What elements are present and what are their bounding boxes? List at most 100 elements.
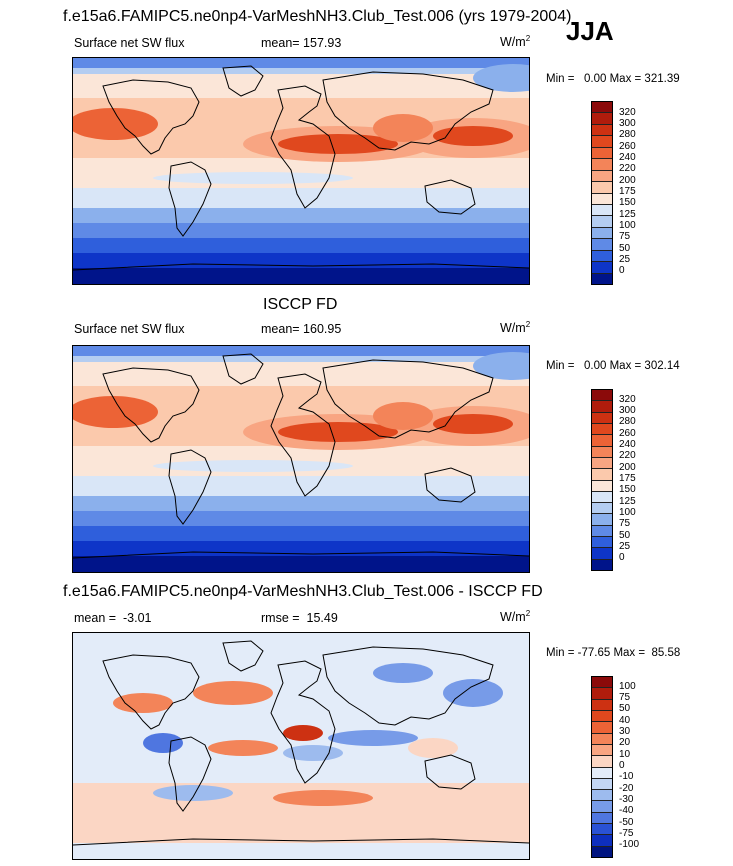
colorbar-swatch bbox=[592, 756, 612, 768]
latitude-band bbox=[73, 188, 529, 208]
colorbar-swatch bbox=[592, 699, 612, 711]
colorbar-level-label: 100 bbox=[619, 219, 636, 231]
latitude-band bbox=[73, 223, 529, 238]
colorbar-level-label: 150 bbox=[619, 197, 636, 209]
colorbar-swatch bbox=[592, 435, 612, 447]
colorbar-swatch bbox=[592, 227, 612, 240]
colorbar-swatch bbox=[592, 559, 612, 570]
colorbar-level-label: 0 bbox=[619, 265, 625, 277]
latitude-band bbox=[73, 346, 529, 356]
latitude-band bbox=[73, 526, 529, 541]
field-blob bbox=[433, 414, 513, 434]
colorbar-level-label: -30 bbox=[619, 793, 634, 805]
latitude-band bbox=[73, 556, 529, 572]
colorbar-level-label: -20 bbox=[619, 782, 634, 794]
colorbar-level-label: 280 bbox=[619, 416, 636, 428]
latitude-band bbox=[73, 268, 529, 284]
colorbar-level-label: 220 bbox=[619, 450, 636, 462]
coastline bbox=[424, 467, 476, 503]
field-blob bbox=[73, 108, 158, 140]
colorbar-level-label: 240 bbox=[619, 151, 636, 163]
colorbar-swatch bbox=[592, 812, 612, 825]
panel2-colorbar-labels: 320 300 280 260 240 220 200 175 150 125 100 75 50 25 0 bbox=[619, 394, 636, 564]
colorbar-level-label: 125 bbox=[619, 208, 636, 220]
colorbar-level-label: -10 bbox=[619, 771, 634, 783]
colorbar-level-label: 320 bbox=[619, 393, 636, 405]
colorbar-level-label: 125 bbox=[619, 495, 636, 507]
colorbar-level-label: 240 bbox=[619, 438, 636, 450]
colorbar-swatch bbox=[592, 401, 612, 413]
colorbar-level-label: -40 bbox=[619, 805, 634, 817]
panel3-title: f.e15a6.FAMIPC5.ne0np4-VarMeshNH3.Club_T… bbox=[63, 583, 543, 600]
colorbar-level-label: 0 bbox=[619, 759, 625, 771]
colorbar-swatch bbox=[592, 423, 612, 436]
coastline bbox=[102, 367, 200, 443]
colorbar-level-label: 0 bbox=[619, 552, 625, 564]
field-blob bbox=[473, 64, 529, 92]
field-blob bbox=[408, 738, 458, 758]
latitude-band bbox=[73, 238, 529, 253]
field-blob bbox=[328, 730, 418, 746]
colorbar-swatch bbox=[592, 722, 612, 734]
colorbar-swatch bbox=[592, 491, 612, 504]
field-blob bbox=[143, 733, 183, 753]
colorbar-level-label: 220 bbox=[619, 163, 636, 175]
latitude-band bbox=[73, 511, 529, 526]
colorbar-level-label: -75 bbox=[619, 827, 634, 839]
map-canvas bbox=[73, 346, 529, 572]
colorbar-level-label: 300 bbox=[619, 404, 636, 416]
field-blob bbox=[153, 172, 353, 184]
colorbar-swatch bbox=[592, 824, 612, 836]
colorbar-swatch bbox=[592, 537, 612, 549]
map-canvas bbox=[73, 58, 529, 284]
field-blob bbox=[373, 114, 433, 142]
latitude-band bbox=[73, 58, 529, 68]
colorbar-swatch bbox=[592, 846, 612, 857]
panel2-units-label: W/m2 bbox=[500, 320, 531, 336]
colorbar-level-label: 30 bbox=[619, 725, 631, 737]
colorbar-swatch bbox=[592, 767, 612, 779]
colorbar-swatch bbox=[592, 457, 612, 470]
colorbar-swatch bbox=[592, 514, 612, 526]
colorbar-level-label: -100 bbox=[619, 839, 640, 851]
colorbar-swatch bbox=[592, 273, 612, 284]
colorbar-swatch bbox=[592, 182, 612, 194]
colorbar-level-label: 280 bbox=[619, 129, 636, 141]
coastline bbox=[270, 373, 336, 497]
colorbar-swatch bbox=[592, 216, 612, 228]
colorbar-level-label: 175 bbox=[619, 472, 636, 484]
colorbar-swatch bbox=[592, 733, 612, 745]
panel3-units-label: W/m2 bbox=[500, 609, 531, 625]
field-blob bbox=[283, 725, 323, 741]
latitude-band bbox=[73, 68, 529, 74]
colorbar-swatch bbox=[592, 193, 612, 205]
colorbar-swatch bbox=[592, 113, 612, 125]
coastline bbox=[222, 65, 264, 97]
field-blob bbox=[273, 790, 373, 806]
colorbar-level-label: 260 bbox=[619, 140, 636, 152]
panel1-units-label: W/m2 bbox=[500, 34, 531, 50]
latitude-band bbox=[73, 208, 529, 223]
colorbar-swatch bbox=[592, 469, 612, 481]
panel1-map bbox=[72, 57, 530, 285]
coastline bbox=[73, 551, 529, 559]
colorbar-level-label: -50 bbox=[619, 816, 634, 828]
colorbar-swatch bbox=[592, 446, 612, 458]
panel3-minmax: Min = -77.65 Max = 85.58 bbox=[546, 647, 681, 659]
field-blob bbox=[278, 422, 398, 442]
field-blob bbox=[208, 740, 278, 756]
colorbar-swatch bbox=[592, 503, 612, 515]
latitude-band bbox=[73, 356, 529, 362]
colorbar-level-label: 50 bbox=[619, 242, 631, 254]
panel3-rmse-label: rmse = 15.49 bbox=[261, 611, 338, 625]
colorbar-level-label: 300 bbox=[619, 117, 636, 129]
coastline bbox=[73, 838, 529, 846]
colorbar-level-label: 75 bbox=[619, 518, 631, 530]
colorbar-swatch bbox=[592, 159, 612, 171]
colorbar-swatch bbox=[592, 744, 612, 757]
coastline bbox=[270, 85, 336, 209]
coastline bbox=[222, 640, 264, 672]
coastline bbox=[73, 263, 529, 271]
colorbar-level-label: 200 bbox=[619, 461, 636, 473]
coastline bbox=[168, 736, 212, 812]
